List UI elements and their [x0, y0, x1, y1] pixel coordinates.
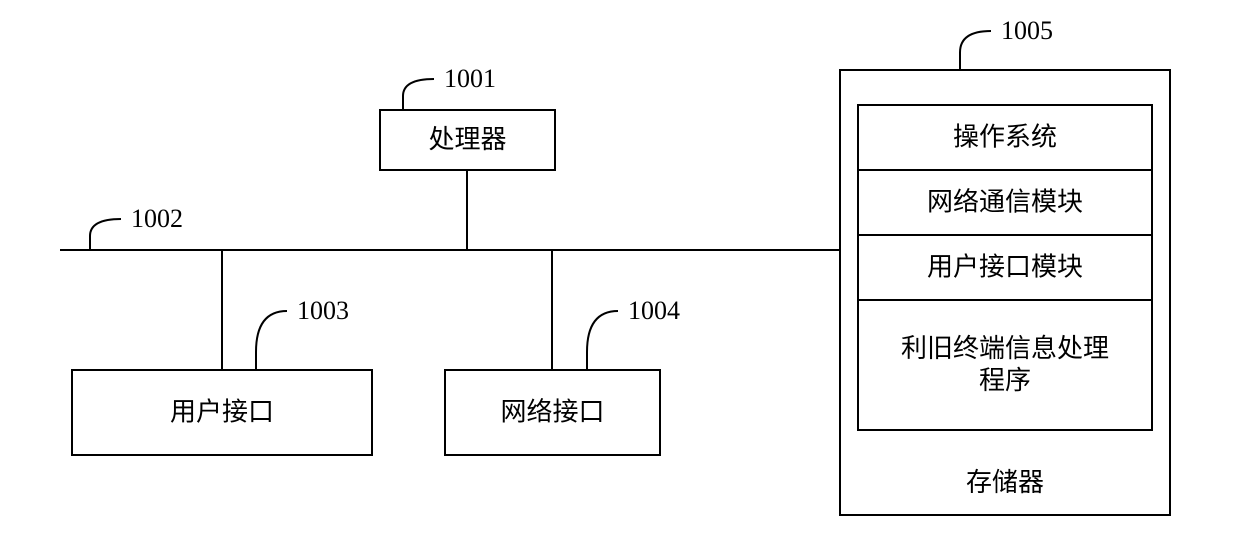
bus-ref: 1002: [131, 204, 183, 233]
memory-row-label: 网络通信模块: [927, 187, 1083, 216]
user-interface-leader: [256, 311, 287, 370]
memory-leader: [960, 31, 991, 70]
bus-leader: [90, 219, 121, 250]
memory-row-label: 用户接口模块: [927, 252, 1083, 281]
processor-leader: [403, 79, 434, 110]
user-interface-label: 用户接口: [170, 397, 274, 426]
memory-row-label: 程序: [979, 366, 1031, 395]
processor-label: 处理器: [428, 125, 506, 154]
memory-row-label: 利旧终端信息处理: [901, 334, 1109, 363]
memory-caption: 存储器: [966, 468, 1044, 497]
memory-row-label: 操作系统: [953, 122, 1057, 151]
network-interface-leader: [587, 311, 618, 370]
processor-ref: 1001: [444, 64, 496, 93]
network-interface-label: 网络接口: [500, 397, 604, 426]
memory-ref: 1005: [1001, 16, 1053, 45]
network-interface-ref: 1004: [628, 296, 680, 325]
user-interface-ref: 1003: [297, 296, 349, 325]
